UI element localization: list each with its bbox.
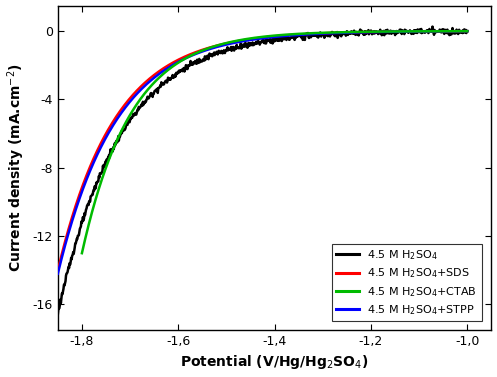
4.5 M H$_2$SO$_4$+STPP: [293, 33, 299, 37]
Y-axis label: Current density (mA.cm$^{-2}$): Current density (mA.cm$^{-2}$): [5, 63, 27, 272]
4.5 M H$_2$SO$_4$+SDS: [408, 29, 414, 34]
4.5 M H$_2$SO$_4$+CTAB: [303, 31, 309, 36]
4.5 M H$_2$SO$_4$: [316, 33, 322, 38]
4.5 M H$_2$SO$_4$+CTAB: [411, 29, 417, 34]
4.5 M H$_2$SO$_4$+SDS: [55, 268, 61, 273]
4.5 M H$_2$SO$_4$+CTAB: [102, 167, 108, 171]
4.5 M H$_2$SO$_4$+CTAB: [325, 31, 331, 35]
X-axis label: Potential (V/Hg/Hg$_2$SO$_4$): Potential (V/Hg/Hg$_2$SO$_4$): [180, 354, 369, 371]
4.5 M H$_2$SO$_4$: [408, 29, 414, 34]
4.5 M H$_2$SO$_4$+STPP: [464, 29, 470, 34]
4.5 M H$_2$SO$_4$+STPP: [365, 30, 371, 34]
Legend: 4.5 M H$_2$SO$_4$, 4.5 M H$_2$SO$_4$+SDS, 4.5 M H$_2$SO$_4$+CTAB, 4.5 M H$_2$SO$: 4.5 M H$_2$SO$_4$, 4.5 M H$_2$SO$_4$+SDS…: [332, 244, 482, 321]
4.5 M H$_2$SO$_4$+CTAB: [371, 29, 377, 34]
4.5 M H$_2$SO$_4$+STPP: [304, 32, 310, 37]
Line: 4.5 M H$_2$SO$_4$+STPP: 4.5 M H$_2$SO$_4$+STPP: [58, 31, 467, 274]
Line: 4.5 M H$_2$SO$_4$+SDS: 4.5 M H$_2$SO$_4$+SDS: [58, 31, 467, 270]
4.5 M H$_2$SO$_4$+CTAB: [313, 31, 319, 35]
4.5 M H$_2$SO$_4$: [304, 31, 310, 36]
4.5 M H$_2$SO$_4$+SDS: [365, 30, 371, 34]
4.5 M H$_2$SO$_4$+STPP: [80, 187, 86, 191]
4.5 M H$_2$SO$_4$+CTAB: [464, 29, 470, 34]
4.5 M H$_2$SO$_4$+STPP: [408, 29, 414, 34]
4.5 M H$_2$SO$_4$: [293, 34, 299, 38]
4.5 M H$_2$SO$_4$+STPP: [55, 271, 61, 276]
4.5 M H$_2$SO$_4$+SDS: [293, 32, 299, 37]
4.5 M H$_2$SO$_4$: [429, 25, 435, 29]
4.5 M H$_2$SO$_4$: [55, 312, 61, 317]
4.5 M H$_2$SO$_4$+SDS: [464, 29, 470, 34]
4.5 M H$_2$SO$_4$+CTAB: [79, 251, 85, 256]
4.5 M H$_2$SO$_4$+STPP: [316, 32, 322, 36]
4.5 M H$_2$SO$_4$+SDS: [316, 31, 322, 36]
4.5 M H$_2$SO$_4$+SDS: [80, 182, 86, 187]
Line: 4.5 M H$_2$SO$_4$+CTAB: 4.5 M H$_2$SO$_4$+CTAB: [82, 31, 467, 253]
Line: 4.5 M H$_2$SO$_4$: 4.5 M H$_2$SO$_4$: [58, 27, 467, 314]
4.5 M H$_2$SO$_4$: [80, 215, 86, 219]
4.5 M H$_2$SO$_4$+SDS: [304, 32, 310, 36]
4.5 M H$_2$SO$_4$: [464, 29, 470, 34]
4.5 M H$_2$SO$_4$: [365, 28, 371, 32]
